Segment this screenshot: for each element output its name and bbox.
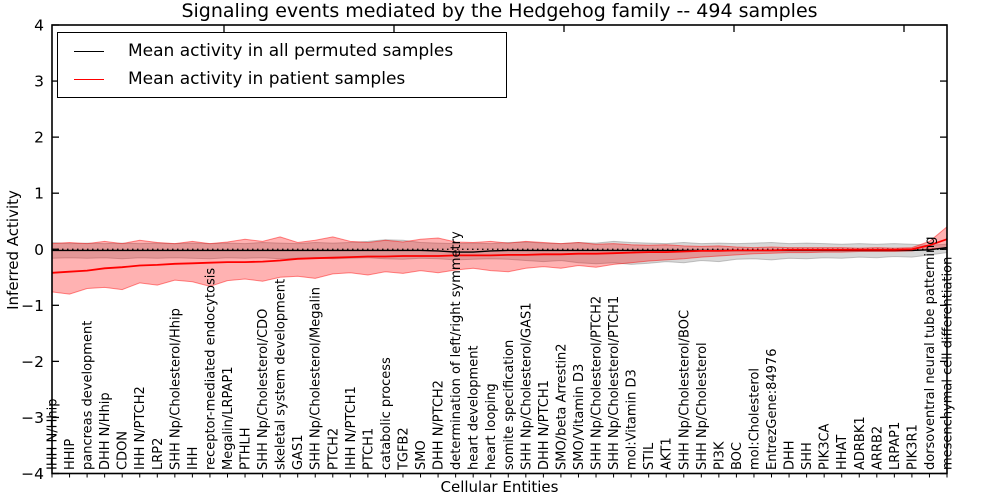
x-category-label: somite specification [502, 340, 517, 470]
x-category-label: IHH N/Hhip [46, 399, 61, 471]
x-category-label: LRPAP1 [888, 422, 903, 470]
patient-line-swatch [74, 78, 104, 80]
x-category-label: determination of left/right symmetry [449, 231, 464, 470]
patient-confidence-band [51, 225, 948, 295]
x-category-label: mol:Vitamin D3 [625, 369, 640, 470]
y-tick-label: 2 [34, 129, 44, 147]
x-category-label: IHH N/PTCH1 [344, 386, 359, 470]
x-category-label: PI3K [712, 441, 727, 470]
x-category-label: SMO/Vitamin D3 [572, 364, 587, 470]
x-category-label: STIL [642, 442, 657, 470]
y-tick-label: 0 [34, 241, 44, 259]
x-category-label: ARRB2 [870, 426, 885, 470]
x-category-label: DHH N/PTCH2 [432, 380, 447, 470]
y-tick-label: −2 [21, 353, 44, 371]
x-category-label: IHH N/PTCH2 [133, 386, 148, 470]
x-category-label: AKT1 [660, 437, 675, 470]
chart-title: Signaling events mediated by the Hedgeho… [181, 0, 818, 22]
x-category-label: SHH Np/Cholesterol [695, 342, 710, 470]
x-category-label: Megalin/LRPAP1 [221, 366, 236, 470]
x-category-label: EntrezGene:84976 [765, 349, 780, 470]
x-category-label: SHH Np/Cholesterol/PTCH2 [590, 296, 605, 470]
y-tick-label: −1 [21, 297, 44, 315]
x-category-label: CDON [116, 431, 131, 470]
x-category-label: SMO [414, 440, 429, 470]
legend-item-permuted: Mean activity in all permuted samples [74, 41, 506, 61]
x-category-label: SHH Np/Cholesterol/Megalin [309, 287, 324, 470]
x-category-label: LRP2 [151, 438, 166, 470]
x-category-label: BOC [730, 442, 745, 470]
x-category-label: HHAT [835, 435, 850, 470]
x-category-label: SHH Np/Cholesterol/GAS1 [519, 302, 534, 470]
permuted-line-swatch [74, 50, 104, 52]
x-category-label: DHH N/Hhip [98, 392, 113, 470]
x-category-label: PTCH2 [326, 428, 341, 470]
x-category-label: GAS1 [291, 435, 306, 471]
x-category-label: HHIP [63, 439, 78, 470]
x-category-label: IHH [186, 447, 201, 470]
y-tick-label: 3 [34, 73, 44, 91]
y-axis-title: Inferred Activity [4, 190, 22, 310]
x-category-label: catabolic process [379, 357, 394, 470]
x-category-label: PTCH1 [361, 428, 376, 470]
x-category-label: DHH [783, 440, 798, 470]
y-tick-label: −4 [21, 465, 44, 483]
patient-mean-line [51, 238, 948, 274]
y-tick-label: −3 [21, 409, 44, 427]
x-category-label: SHH [800, 442, 815, 470]
x-category-label: receptor-mediated endocytosis [203, 268, 218, 470]
y-tick-label: 4 [34, 17, 44, 35]
x-axis-title: Cellular Entities [440, 478, 559, 496]
x-category-label: skeletal system development [274, 279, 289, 470]
x-category-label: SHH Np/Cholesterol/BOC [677, 310, 692, 470]
x-category-label: pancreas development [81, 321, 96, 470]
x-category-label: SHH Np/Cholesterol/PTCH1 [607, 296, 622, 470]
x-category-label: PTHLH [239, 427, 254, 470]
legend-item-patient: Mean activity in patient samples [74, 69, 506, 89]
y-tick-label: 1 [34, 185, 44, 203]
x-category-label: TGFB2 [396, 427, 411, 471]
legend-label-permuted: Mean activity in all permuted samples [128, 41, 454, 61]
x-category-label: SMO/beta Arrestin2 [554, 343, 569, 470]
x-category-label: SHH Np/Cholesterol/CDO [256, 309, 271, 470]
x-category-label: DHH N/PTCH1 [537, 380, 552, 470]
x-category-label: heart looping [484, 383, 499, 470]
x-category-label: ADRBK1 [853, 416, 868, 470]
x-category-label: PIK3CA [818, 423, 833, 470]
x-category-label: SHH Np/Cholesterol/Hhip [168, 308, 183, 470]
x-category-label: mol:Cholesterol [747, 368, 762, 470]
x-category-label: mesenchymal cell differentiation [941, 257, 956, 470]
legend: Mean activity in all permuted samples Me… [57, 32, 507, 98]
legend-label-patient: Mean activity in patient samples [128, 69, 406, 89]
x-category-label: PIK3R1 [905, 424, 920, 470]
x-category-label: dorsoventral neural tube patterning [923, 237, 938, 470]
x-category-label: heart development [467, 345, 482, 470]
